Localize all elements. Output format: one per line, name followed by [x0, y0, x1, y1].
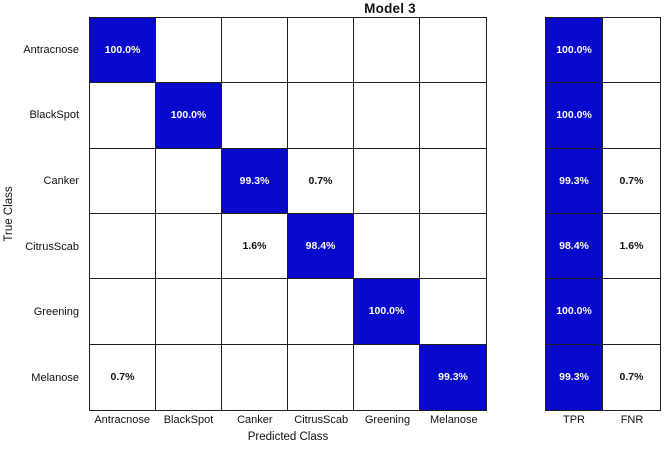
col-label: Antracnose [94, 414, 150, 426]
matrix-cell: 99.3% [420, 344, 486, 410]
col-label: BlackSpot [163, 414, 214, 426]
matrix-cell: 0.7% [288, 148, 354, 214]
matrix-cell [90, 83, 156, 149]
y-axis-tick-labels: Antracnose BlackSpot Canker CitrusScab Green… [0, 17, 84, 411]
matrix-cell: 0.7% [90, 344, 156, 410]
matrix-cell [354, 214, 420, 280]
matrix-cell [156, 279, 222, 345]
row-label: Antracnose [23, 43, 79, 56]
row-label: Canker [43, 175, 79, 188]
row-label: BlackSpot [29, 109, 79, 122]
matrix-cell [156, 18, 222, 84]
matrix-cell [354, 344, 420, 410]
fnr-cell [603, 18, 660, 84]
matrix-cell [288, 279, 354, 345]
fnr-cell: 0.7% [603, 344, 660, 410]
matrix-cell [156, 148, 222, 214]
summary-grid: 100.0% 100.0% 99.3% 0.7% 98.4% 1.6% 100.0% 99.3… [545, 17, 661, 411]
matrix-cell [90, 279, 156, 345]
matrix-cell [420, 279, 486, 345]
tpr-cell: 98.4% [546, 214, 603, 280]
matrix-cell [156, 344, 222, 410]
matrix-cell [420, 18, 486, 84]
matrix-cell [288, 18, 354, 84]
matrix-cell [222, 83, 288, 149]
matrix-cell [222, 344, 288, 410]
col-label: Greening [364, 414, 411, 426]
row-label: CitrusScab [25, 240, 79, 253]
row-label: Melanose [31, 372, 79, 385]
confusion-matrix-grid: 100.0% 100.0% 99.3% 0.7% 1.6% 98.4% 100.0% 0.7%… [89, 17, 487, 411]
summary-column-label: TPR [563, 414, 585, 426]
matrix-cell [288, 83, 354, 149]
matrix-cell [354, 18, 420, 84]
fnr-cell [603, 279, 660, 345]
summary-column-labels: TPR FNR [545, 414, 661, 426]
matrix-cell [354, 148, 420, 214]
col-label: CitrusScab [294, 414, 349, 426]
fnr-cell: 1.6% [603, 214, 660, 280]
tpr-cell: 100.0% [546, 83, 603, 149]
tpr-cell: 100.0% [546, 279, 603, 345]
matrix-cell: 100.0% [354, 279, 420, 345]
matrix-cell: 99.3% [222, 148, 288, 214]
matrix-cell: 1.6% [222, 214, 288, 280]
matrix-cell [90, 214, 156, 280]
x-axis-label: Predicted Class [247, 431, 329, 443]
matrix-cell [222, 18, 288, 84]
matrix-cell [288, 344, 354, 410]
matrix-cell: 98.4% [288, 214, 354, 280]
matrix-cell [156, 214, 222, 280]
matrix-cell [420, 148, 486, 214]
row-label: Greening [33, 306, 79, 319]
fnr-cell: 0.7% [603, 148, 660, 214]
matrix-cell [354, 83, 420, 149]
matrix-cell: 100.0% [156, 83, 222, 149]
matrix-cell [420, 214, 486, 280]
chart-title: Model 3 [364, 1, 416, 16]
matrix-cell: 100.0% [90, 18, 156, 84]
col-label: Canker [237, 414, 273, 426]
matrix-cell [222, 279, 288, 345]
tpr-cell: 99.3% [546, 344, 603, 410]
fnr-cell [603, 83, 660, 149]
summary-column-label: FNR [620, 414, 644, 426]
col-label: Melanose [429, 414, 478, 426]
matrix-cell [420, 83, 486, 149]
tpr-cell: 99.3% [546, 148, 603, 214]
matrix-cell [90, 148, 156, 214]
x-axis-tick-labels: Antracnose BlackSpot Canker CitrusScab Green… [89, 414, 487, 426]
tpr-cell: 100.0% [546, 18, 603, 84]
